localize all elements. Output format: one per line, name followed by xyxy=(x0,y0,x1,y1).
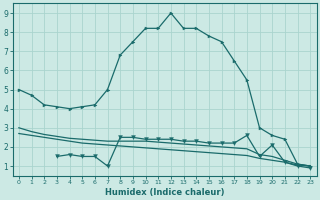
X-axis label: Humidex (Indice chaleur): Humidex (Indice chaleur) xyxy=(105,188,224,197)
